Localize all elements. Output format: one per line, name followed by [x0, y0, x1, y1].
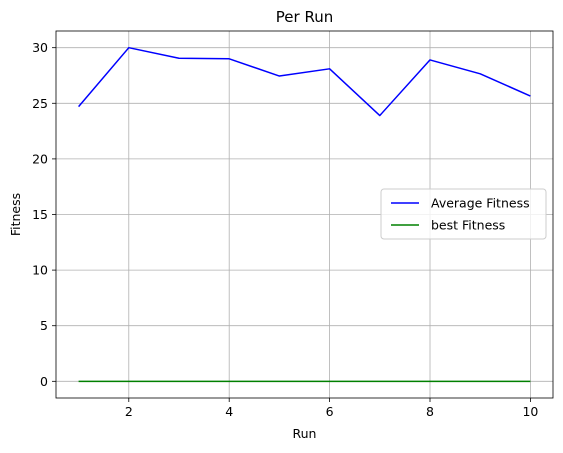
x-tick-label: 2 — [125, 404, 133, 419]
series-line-0 — [78, 46, 531, 117]
legend-label-0: Average Fitness — [431, 196, 530, 211]
axis-ticks: 2 4 6 8 10 0 5 10 15 20 25 30 — [32, 40, 538, 419]
y-tick-label: 25 — [32, 96, 48, 111]
legend-box — [380, 188, 547, 240]
y-tick-label: 5 — [40, 318, 48, 333]
y-tick-label: 15 — [32, 207, 48, 222]
x-tick-label: 8 — [426, 404, 434, 419]
x-tick-label: 4 — [225, 404, 233, 419]
grid-lines — [56, 31, 553, 398]
y-tick-label: 10 — [32, 263, 48, 278]
x-tick-label: 10 — [522, 404, 538, 419]
y-tick-label: 20 — [32, 151, 48, 166]
x-tick-label: 6 — [326, 404, 334, 419]
legend-label-1: best Fitness — [431, 218, 505, 233]
x-axis-title: Run — [293, 426, 317, 441]
series-layer — [78, 46, 531, 383]
legend: Average Fitness best Fitness — [380, 188, 547, 240]
y-tick-label: 30 — [32, 40, 48, 55]
y-tick-label: 0 — [40, 374, 48, 389]
chart-title: Per Run — [276, 8, 333, 26]
y-axis-title: Fitness — [8, 193, 23, 236]
